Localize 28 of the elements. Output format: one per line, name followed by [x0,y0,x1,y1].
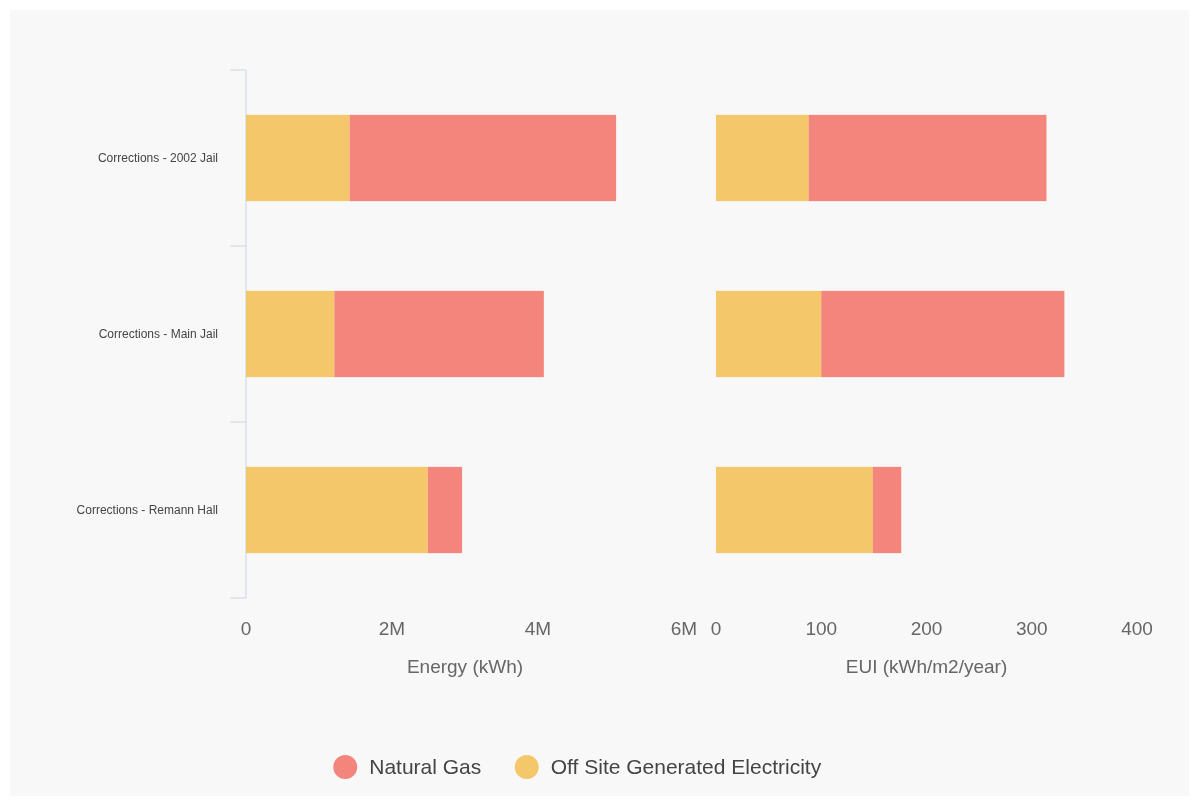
x-tick-label: 400 [1121,618,1153,639]
x-tick-label: 100 [805,618,838,639]
y-tick-label: Corrections - 2002 Jail [97,151,218,166]
legend-label: Natural Gas [369,755,482,779]
bar [349,114,617,202]
bar [716,114,809,202]
bar [716,466,873,554]
x-axis-title: Energy (kWh) [406,656,524,677]
x-tick-label: 200 [910,618,943,639]
y-tick-label: Corrections - Remann Hall [76,503,218,518]
bar [246,466,428,554]
bar [246,114,350,202]
bar [246,290,335,378]
x-tick-label: 2M [378,618,406,639]
bar [872,466,902,554]
x-tick-label: 6M [670,618,698,639]
bar [808,114,1047,202]
x-tick-label: 0 [240,618,252,639]
bar [821,290,1065,378]
x-tick-label: 300 [1015,618,1048,639]
x-tick-label: 0 [710,618,722,639]
x-tick-label: 4M [524,618,552,639]
bar [427,466,463,554]
legend-label: Off Site Generated Electricity [550,755,822,779]
y-tick-label: Corrections - Main Jail [98,327,218,342]
bar [334,290,544,378]
x-axis-title: EUI (kWh/m2/year) [845,656,1008,677]
bar [716,290,822,378]
